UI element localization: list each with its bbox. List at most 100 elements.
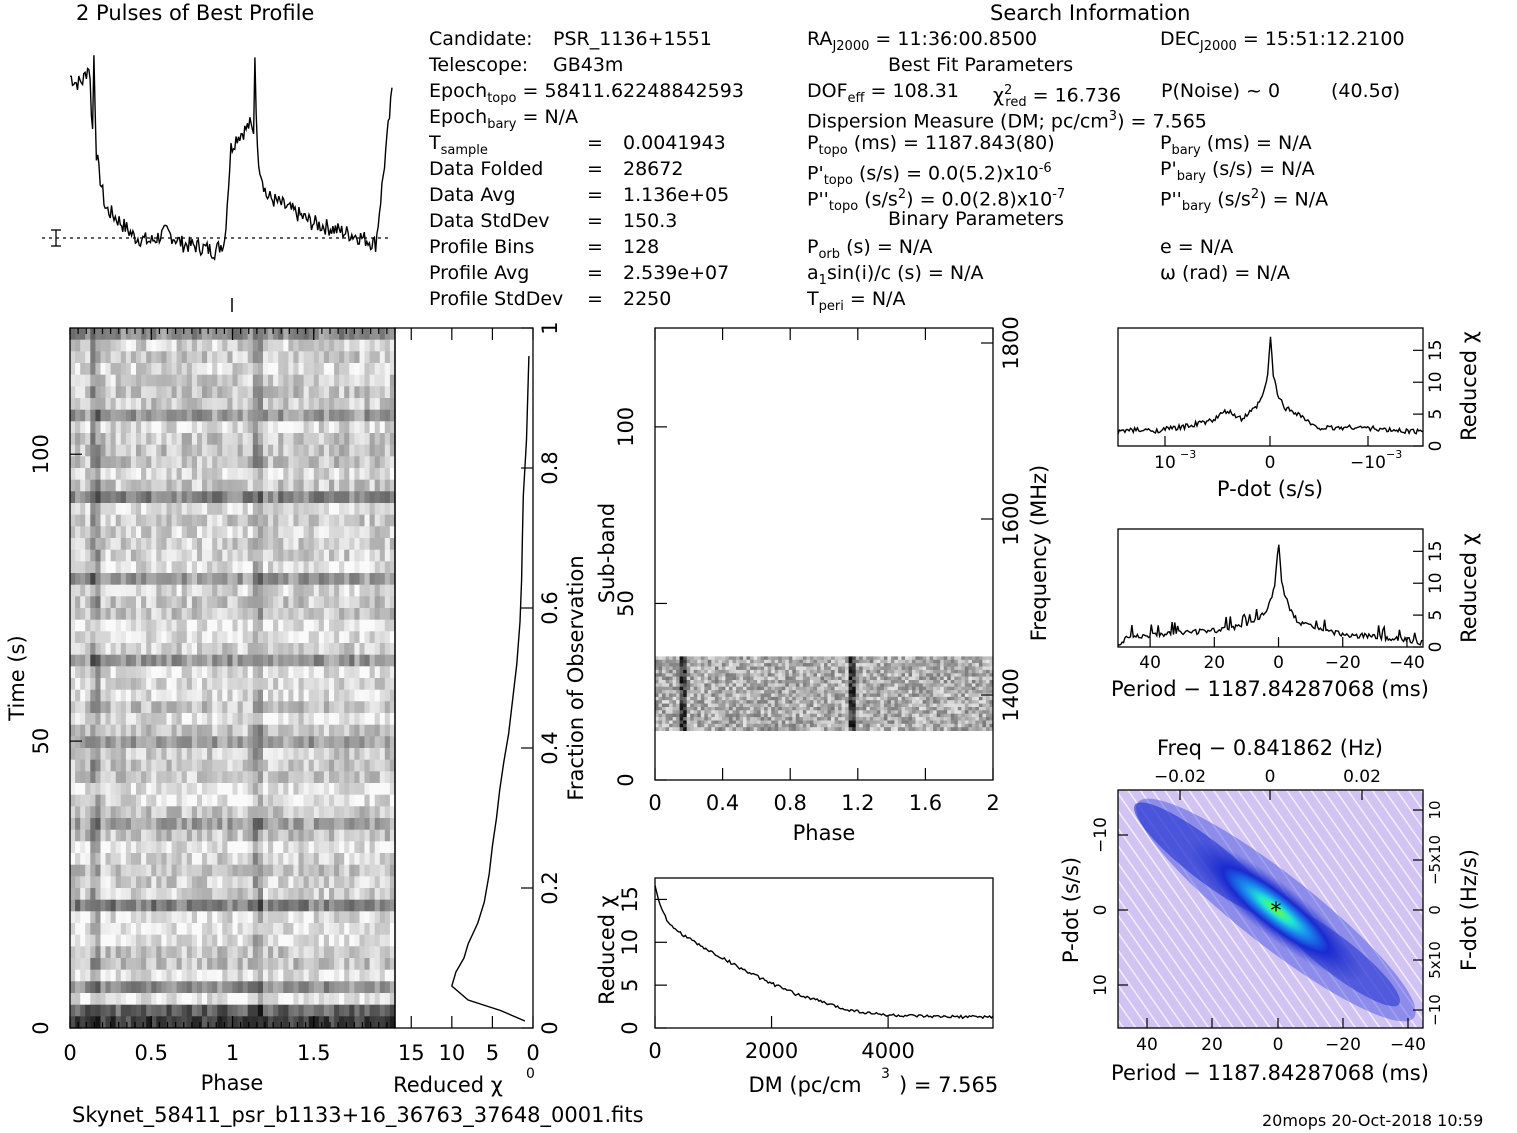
heatmap-cell bbox=[80, 421, 86, 434]
heatmap-cell bbox=[359, 923, 366, 936]
heatmap-cell bbox=[207, 409, 213, 422]
heatmap-cell bbox=[339, 899, 345, 912]
subband-cell bbox=[718, 659, 723, 664]
heatmap-cell bbox=[344, 503, 350, 516]
heatmap-cell bbox=[202, 876, 208, 889]
heatmap-cell bbox=[349, 526, 355, 539]
heatmap-cell bbox=[359, 853, 366, 866]
heatmap-cell bbox=[339, 503, 345, 516]
pddtopo-value: ) = 0.0(2.8)x10 bbox=[906, 188, 1053, 211]
heatmap-cell bbox=[257, 783, 264, 796]
subband-cell bbox=[757, 666, 761, 671]
subband-cell bbox=[901, 663, 906, 667]
heatmap-cell bbox=[384, 993, 391, 1006]
heatmap-cell bbox=[212, 374, 218, 387]
heatmap-cell bbox=[136, 958, 142, 971]
subband-cell bbox=[760, 663, 765, 667]
heatmap-cell bbox=[247, 888, 254, 901]
heatmap-cell bbox=[70, 503, 76, 516]
heatmap-cell bbox=[181, 421, 188, 434]
heatmap-cell bbox=[318, 479, 325, 492]
heatmap-cell bbox=[379, 561, 386, 574]
heatmap-cell bbox=[237, 1004, 244, 1017]
heatmap-cell bbox=[384, 549, 391, 562]
heatmap-cell bbox=[95, 736, 101, 749]
subband-cell bbox=[757, 656, 761, 661]
heatmap-cell bbox=[369, 421, 376, 434]
heatmap-cell bbox=[298, 853, 305, 866]
heatmap-cell bbox=[85, 386, 91, 399]
heatmap-cell bbox=[298, 386, 305, 399]
heatmap-cell bbox=[283, 958, 289, 971]
heatmap-cell bbox=[247, 748, 254, 761]
heatmap-cell bbox=[273, 538, 279, 551]
heatmap-cell bbox=[207, 748, 213, 761]
subband-cell bbox=[978, 680, 983, 684]
subband-cell bbox=[764, 673, 768, 678]
subband-cell bbox=[764, 683, 768, 688]
heatmap-cell bbox=[146, 946, 152, 959]
heatmap-cell bbox=[263, 561, 269, 574]
heatmap-cell bbox=[217, 736, 223, 749]
heatmap-cell bbox=[232, 468, 239, 481]
subband-cell bbox=[792, 663, 797, 667]
subband-cell bbox=[943, 676, 948, 681]
heatmap-cell bbox=[384, 398, 391, 411]
heatmap-cell bbox=[181, 888, 188, 901]
heatmap-cell bbox=[313, 853, 320, 866]
heatmap-cell bbox=[374, 619, 381, 632]
heatmap-cell bbox=[273, 596, 279, 609]
heatmap-cell bbox=[344, 328, 350, 341]
heatmap-cell bbox=[242, 911, 249, 924]
subband-cell bbox=[774, 666, 779, 671]
subband-cell bbox=[736, 669, 740, 674]
heatmap-cell bbox=[136, 1004, 142, 1017]
heatmap-cell bbox=[151, 783, 157, 796]
heatmap-cell bbox=[369, 969, 376, 982]
heatmap-cell bbox=[359, 841, 366, 854]
heatmap-cell bbox=[354, 1016, 360, 1029]
heatmap-cell bbox=[247, 561, 254, 574]
heatmap-cell bbox=[263, 1016, 269, 1029]
heatmap-cell bbox=[389, 339, 396, 352]
heatmap-cell bbox=[151, 386, 157, 399]
subband-cell bbox=[841, 680, 846, 684]
heatmap-cell bbox=[359, 456, 366, 469]
heatmap-cell bbox=[318, 701, 325, 714]
heatmap-cell bbox=[359, 538, 366, 551]
subband-cell bbox=[905, 680, 909, 684]
heatmap-cell bbox=[227, 398, 233, 411]
heatmap-cell bbox=[293, 631, 299, 644]
heatmap-cell bbox=[313, 561, 320, 574]
subband-cell bbox=[855, 676, 860, 681]
heatmap-cell bbox=[115, 853, 122, 866]
heatmap-cell bbox=[354, 503, 360, 516]
heatmap-cell bbox=[166, 1016, 173, 1029]
heatmap-cell bbox=[273, 701, 279, 714]
heatmap-cell bbox=[90, 759, 96, 772]
heatmap-cell bbox=[389, 573, 396, 586]
subband-cell bbox=[873, 663, 878, 667]
heatmap-cell bbox=[130, 783, 137, 796]
heatmap-cell bbox=[75, 736, 81, 749]
heatmap-cell bbox=[247, 864, 254, 877]
heatmap-cell bbox=[70, 339, 76, 352]
heatmap-cell bbox=[100, 573, 107, 586]
heatmap-cell bbox=[191, 386, 198, 399]
heatmap-cell bbox=[339, 724, 345, 737]
heatmap-cell bbox=[181, 328, 188, 341]
heatmap-cell bbox=[186, 363, 193, 376]
heatmap-cell bbox=[125, 526, 132, 539]
heatmap-cell bbox=[247, 363, 254, 376]
heatmap-cell bbox=[389, 433, 396, 446]
subband-cell bbox=[894, 669, 899, 674]
heatmap-cell bbox=[384, 713, 391, 726]
heatmap-cell bbox=[156, 363, 162, 376]
heatmap-cell bbox=[349, 561, 355, 574]
dm-line: Dispersion Measure (DM; pc/cm3) = 7.565 bbox=[807, 106, 1207, 132]
heatmap-cell bbox=[273, 339, 279, 352]
heatmap-cell bbox=[75, 981, 81, 994]
pdbary-label: P' bbox=[1160, 158, 1177, 180]
heatmap-cell bbox=[339, 421, 345, 434]
subband-cell bbox=[950, 659, 955, 664]
